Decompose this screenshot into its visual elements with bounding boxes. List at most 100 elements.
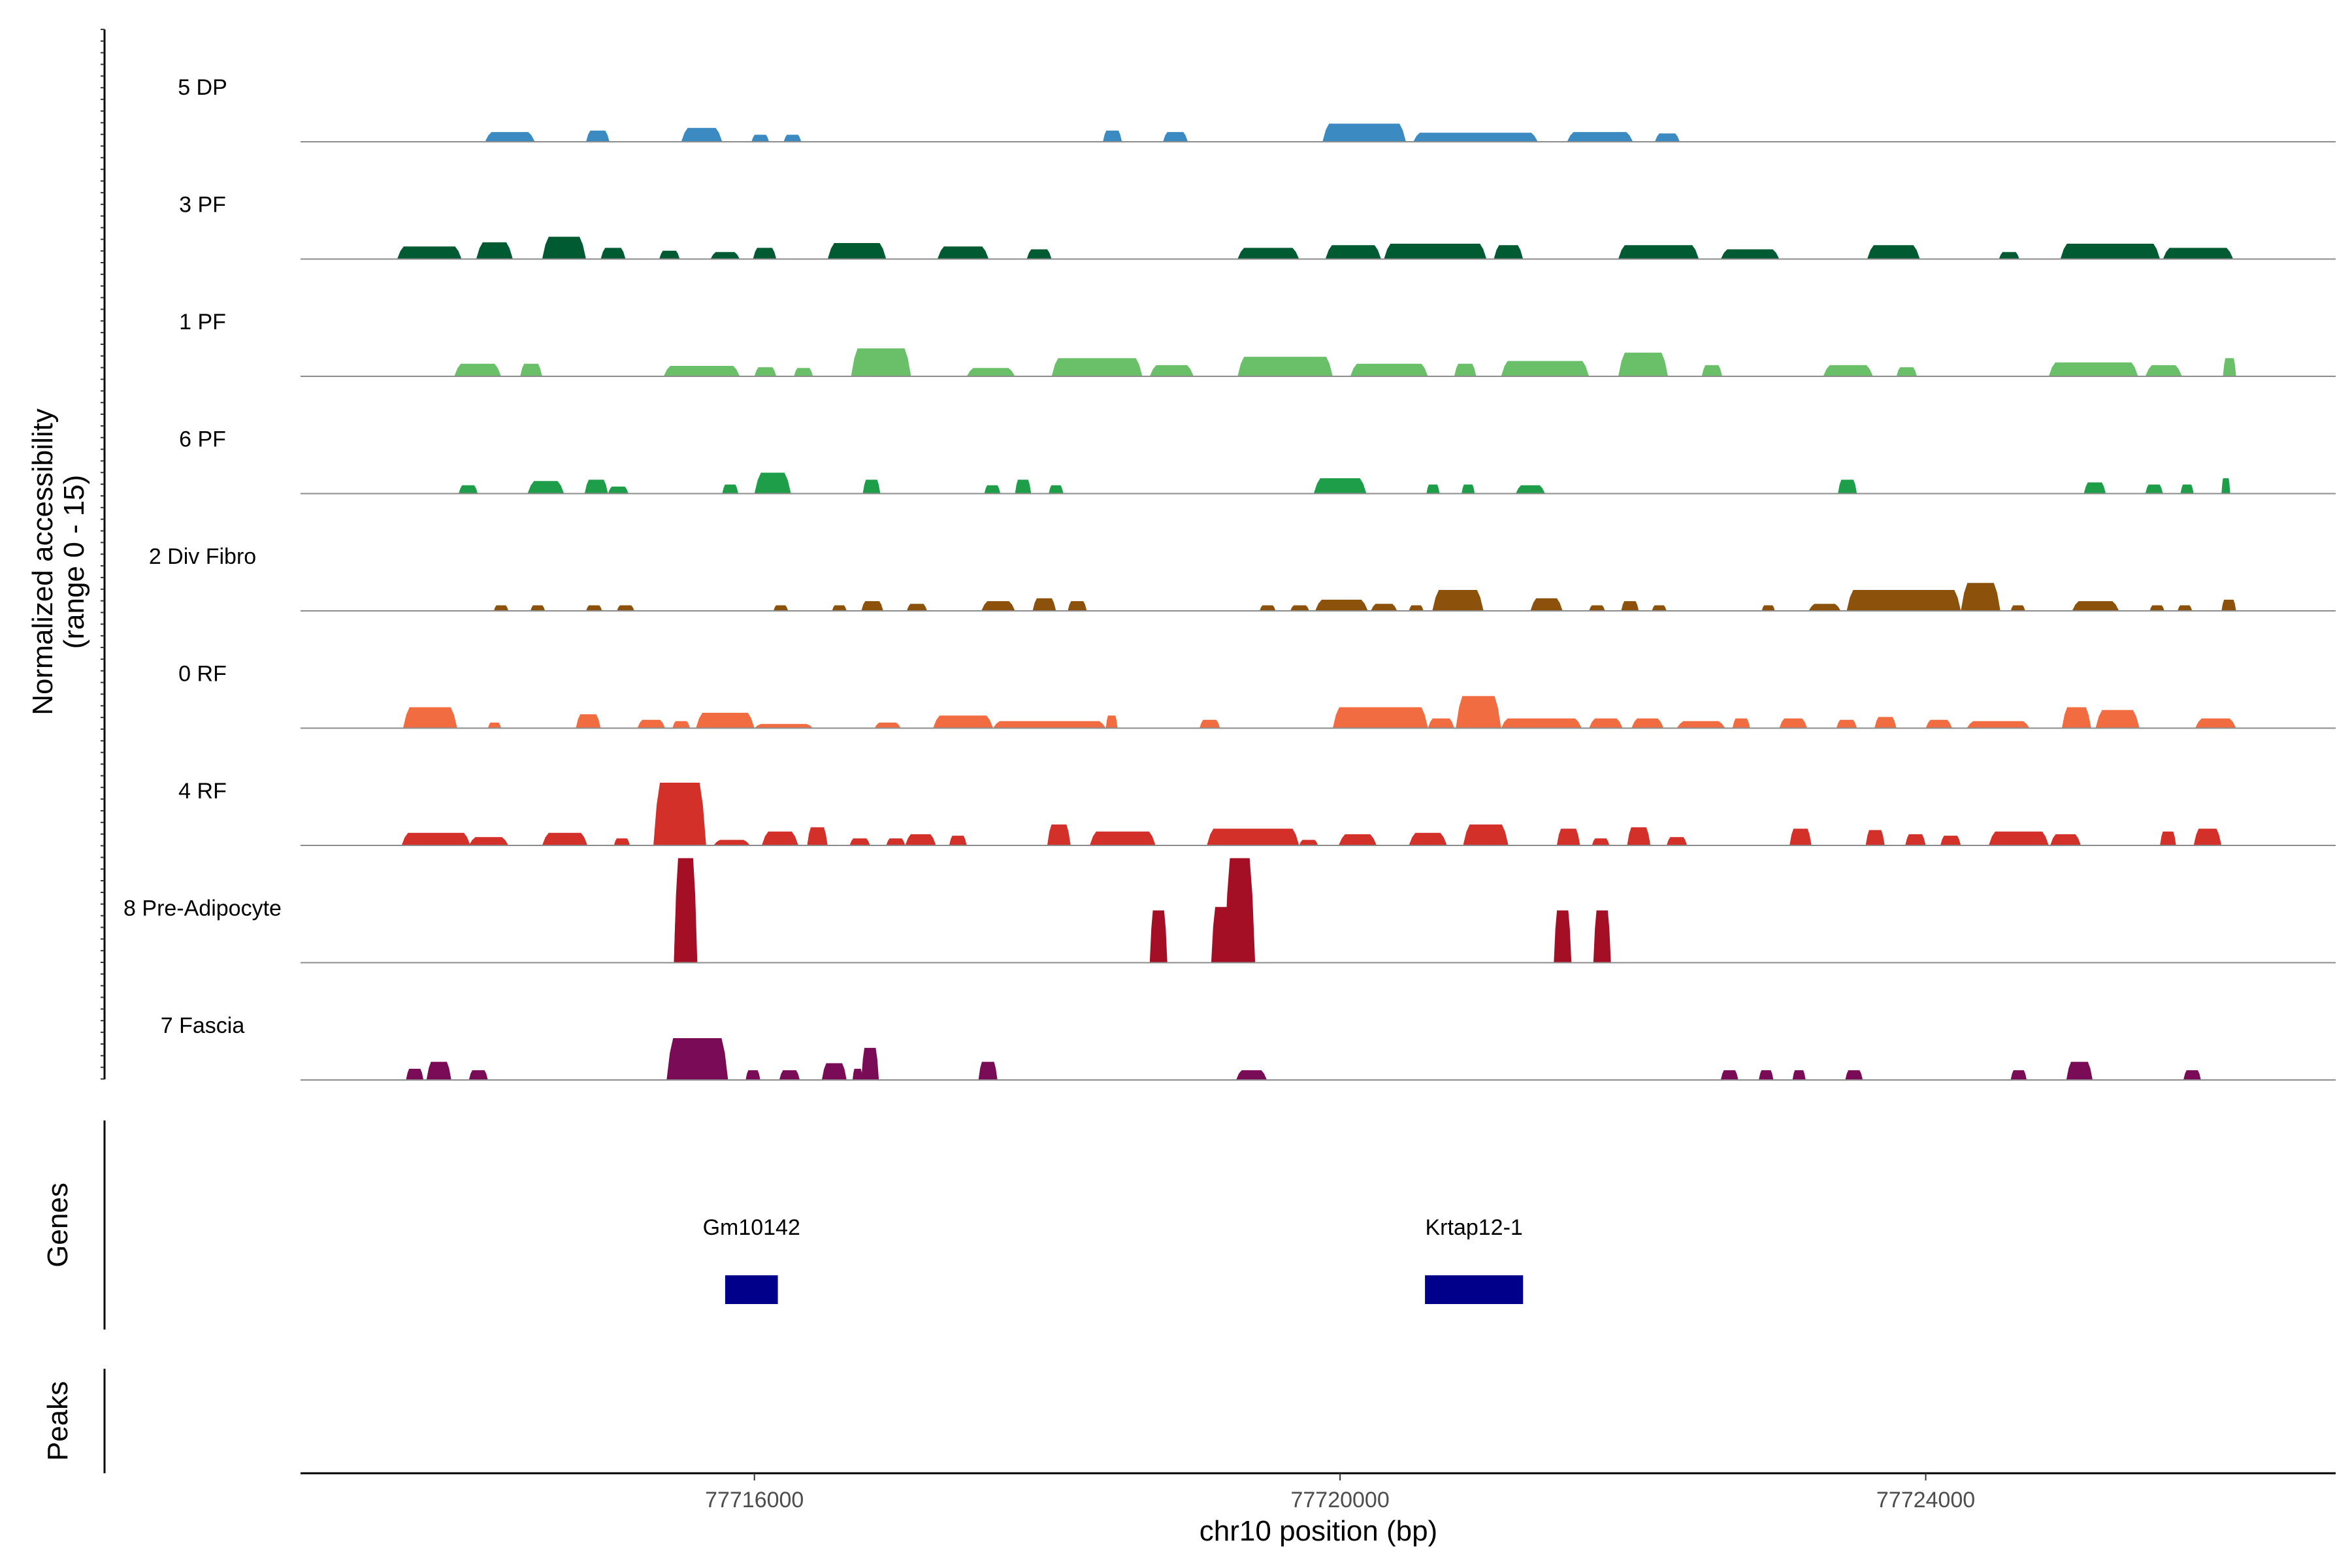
- coverage-peak: [1299, 840, 1318, 845]
- track-label: 6 PF: [179, 427, 226, 452]
- coverage-peak: [406, 1068, 424, 1080]
- coverage-peak: [1313, 478, 1367, 494]
- coverage-peak: [1409, 605, 1424, 611]
- coverage-peak: [1836, 719, 1857, 728]
- coverage-peak: [1051, 358, 1143, 376]
- coverage-peak: [1426, 484, 1440, 494]
- coverage-peak: [402, 707, 457, 728]
- coverage-peak: [1631, 718, 1664, 728]
- coverage-peak: [745, 1070, 760, 1080]
- coverage-peak: [1874, 717, 1897, 728]
- coverage-peak: [713, 840, 750, 845]
- coverage-peak: [2083, 482, 2106, 494]
- coverage-peak: [1322, 123, 1406, 142]
- track-label: 5 DP: [178, 75, 227, 100]
- gene-body: [1425, 1275, 1524, 1304]
- coverage-peak: [613, 838, 630, 845]
- coverage-peak: [1224, 858, 1256, 963]
- coverage-peak: [1808, 604, 1841, 611]
- coverage-peak: [493, 605, 509, 611]
- coverage-peak: [1413, 133, 1538, 142]
- coverage-peak: [2010, 1070, 2027, 1080]
- coverage-peak: [1501, 361, 1590, 376]
- coverage-peak: [2072, 601, 2119, 611]
- coverage-peak: [861, 601, 883, 611]
- coverage-peak: [1236, 1070, 1267, 1080]
- coverage-peak: [1015, 480, 1032, 494]
- coverage-peak: [1384, 244, 1487, 259]
- coverage-peak: [1940, 836, 1961, 845]
- coverage-peak: [1720, 1070, 1739, 1080]
- coverage-peak: [2180, 484, 2194, 494]
- coverage-peak: [1988, 831, 2049, 845]
- track-label: 7 Fascia: [161, 1013, 245, 1038]
- coverage-peak: [542, 237, 586, 259]
- coverage-peak: [1720, 249, 1780, 259]
- x-tick-label: 77716000: [705, 1488, 804, 1512]
- coverage-peak: [600, 248, 626, 259]
- track: 7 Fascia: [161, 1013, 2336, 1081]
- coverage-peak: [1494, 245, 1524, 259]
- coverage-peak: [1867, 245, 1920, 259]
- coverage-peak: [1999, 252, 2019, 259]
- coverage-peak: [1237, 248, 1299, 259]
- coverage-peak: [993, 721, 1106, 728]
- coverage-peak: [2183, 1070, 2201, 1080]
- coverage-peak: [663, 366, 740, 376]
- coverage-peak: [761, 831, 798, 845]
- coverage-peak: [2010, 605, 2025, 611]
- coverage-peak: [527, 481, 564, 494]
- coverage-peak: [2149, 605, 2164, 611]
- coverage-peak: [1896, 367, 1918, 376]
- gene-group: Gm10142 Krtap12-1: [703, 1215, 1524, 1304]
- coverage-peak: [1032, 598, 1056, 611]
- coverage-peak: [1554, 910, 1572, 963]
- coverage-peak: [2048, 362, 2138, 376]
- coverage-peak: [1105, 715, 1118, 728]
- gene-label: Gm10142: [703, 1215, 800, 1240]
- track: 4 RF: [178, 779, 2336, 846]
- coverage-peak: [2221, 599, 2236, 611]
- coverage-peak: [674, 858, 698, 963]
- x-tick-label: 77724000: [1876, 1488, 1975, 1512]
- track-label: 4 RF: [178, 779, 227, 804]
- coverage-peak: [1838, 480, 1857, 494]
- coverage-peak: [1593, 910, 1611, 963]
- coverage-peak: [2061, 707, 2091, 728]
- coverage-peak: [1567, 132, 1633, 142]
- coverage-peak: [576, 714, 601, 728]
- coverage-peak: [2145, 484, 2163, 494]
- coverage-peak: [1371, 604, 1397, 611]
- track-label: 2 Div Fibro: [149, 544, 256, 569]
- coverage-peak: [827, 243, 887, 259]
- peaks-axis-title: Peaks: [42, 1381, 74, 1461]
- coverage-peak: [1332, 707, 1428, 728]
- coverage-peak: [2221, 478, 2230, 494]
- coverage-peak: [542, 832, 588, 845]
- coverage-peak: [586, 130, 610, 142]
- coverage-peak: [666, 1038, 728, 1080]
- coverage-peak: [981, 601, 1015, 611]
- coverage-peak: [617, 605, 634, 611]
- coverage-peak: [1759, 1070, 1774, 1080]
- coverage-peak: [886, 838, 906, 845]
- coverage-peak: [710, 252, 740, 259]
- track-label: 3 PF: [179, 193, 226, 218]
- track-group: 5 DP 3 PF 1 PF 6 PF 2 Div Fibro 0 RF 4 RF 8 Pre…: [123, 75, 2336, 1081]
- coverage-peak: [966, 368, 1015, 376]
- coverage-peak: [773, 605, 789, 611]
- coverage-peak: [468, 837, 509, 845]
- coverage-peak: [1652, 605, 1667, 611]
- track: 6 PF: [179, 427, 2336, 495]
- track-label: 8 Pre-Adipocyte: [123, 896, 282, 921]
- track-label: 0 RF: [178, 662, 227, 687]
- gene-label: Krtap12-1: [1426, 1215, 1523, 1240]
- coverage-peak: [1207, 828, 1299, 845]
- coverage-peak: [1967, 721, 2030, 728]
- coverage-peak: [1068, 601, 1087, 611]
- track: 0 RF: [178, 662, 2336, 729]
- coverage-peak: [1049, 485, 1064, 494]
- coverage-peak: [1618, 245, 1699, 259]
- coverage-peak: [984, 485, 1001, 494]
- coverage-peak: [1618, 352, 1669, 376]
